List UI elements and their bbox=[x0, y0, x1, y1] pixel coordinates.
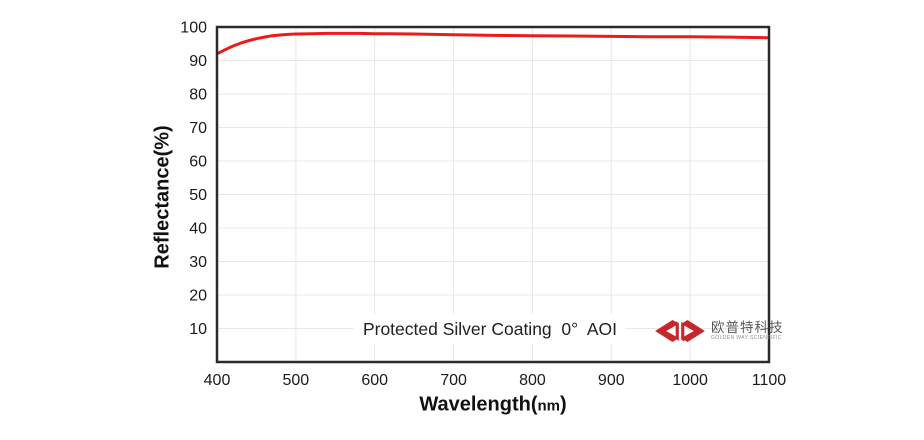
y-tick-label: 100 bbox=[180, 20, 207, 37]
x-tick-label: 1100 bbox=[752, 372, 787, 389]
y-axis-title: Reflectance(%) bbox=[151, 125, 174, 269]
reflectance-curve bbox=[217, 31, 769, 56]
x-axis-title-unit: nm bbox=[537, 397, 560, 415]
logo-company-tagline: GOLDEN WAY SCIENTIFIC bbox=[711, 335, 782, 341]
x-axis-title-close: ) bbox=[559, 393, 567, 416]
logo-company-name: 欧普特科技 bbox=[711, 320, 784, 335]
x-tick-label: 600 bbox=[361, 372, 388, 389]
coating-annotation: Protected Silver Coating 0° AOI bbox=[354, 314, 626, 344]
y-tick-label: 70 bbox=[189, 120, 207, 137]
x-tick-label: 900 bbox=[598, 372, 625, 389]
y-tick-label: 40 bbox=[189, 221, 207, 238]
x-tick-label: 800 bbox=[519, 372, 546, 389]
x-tick-label: 1000 bbox=[672, 372, 708, 389]
x-tick-label: 400 bbox=[204, 372, 231, 389]
y-tick-label: 60 bbox=[189, 154, 207, 171]
x-axis-title: Wavelength(nm) bbox=[419, 394, 566, 417]
y-tick-label: 30 bbox=[189, 254, 207, 271]
x-tick-label: 500 bbox=[283, 372, 310, 389]
y-tick-label: 10 bbox=[189, 321, 207, 338]
golden-way-logo-icon bbox=[655, 319, 705, 343]
logo-text-block: 欧普特科技 GOLDEN WAY SCIENTIFIC bbox=[711, 320, 784, 342]
y-tick-label: 90 bbox=[189, 53, 207, 70]
y-tick-label: 20 bbox=[189, 288, 207, 305]
y-tick-label: 50 bbox=[189, 187, 207, 204]
x-tick-label: 700 bbox=[440, 372, 467, 389]
y-tick-label: 80 bbox=[189, 87, 207, 104]
x-axis-title-text: Wavelength( bbox=[419, 393, 538, 416]
plot-border bbox=[215, 25, 771, 364]
company-logo: 欧普特科技 GOLDEN WAY SCIENTIFIC bbox=[654, 316, 784, 346]
